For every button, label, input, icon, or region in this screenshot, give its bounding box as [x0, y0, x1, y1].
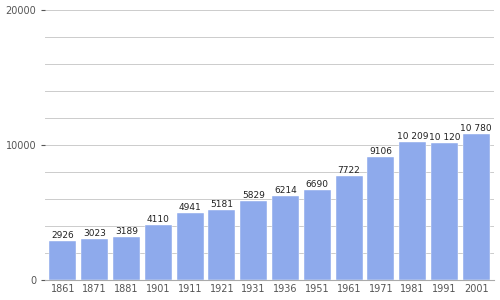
Text: 6214: 6214 [274, 186, 297, 195]
Bar [176, 213, 204, 280]
Text: 5181: 5181 [210, 200, 234, 209]
Text: 6690: 6690 [306, 180, 328, 189]
Bar [431, 143, 458, 280]
Text: 9106: 9106 [370, 147, 392, 156]
Text: 2926: 2926 [52, 231, 74, 240]
Bar [144, 225, 172, 280]
Bar [240, 201, 267, 280]
Bar [462, 134, 490, 280]
Bar [81, 239, 108, 280]
Text: 3189: 3189 [115, 227, 138, 236]
Text: 10 209: 10 209 [397, 132, 428, 141]
Text: 5829: 5829 [242, 191, 265, 200]
Bar [336, 176, 362, 280]
Bar [272, 196, 299, 280]
Text: 7722: 7722 [338, 166, 360, 175]
Text: 10 780: 10 780 [460, 124, 492, 133]
Bar [50, 241, 76, 280]
Text: 3023: 3023 [83, 229, 106, 238]
Bar [399, 142, 426, 280]
Bar [208, 210, 236, 280]
Text: 10 120: 10 120 [428, 133, 460, 142]
Bar [113, 237, 140, 280]
Bar [368, 157, 394, 280]
Text: 4941: 4941 [178, 203, 202, 212]
Text: 4110: 4110 [147, 214, 170, 224]
Bar [304, 190, 331, 280]
